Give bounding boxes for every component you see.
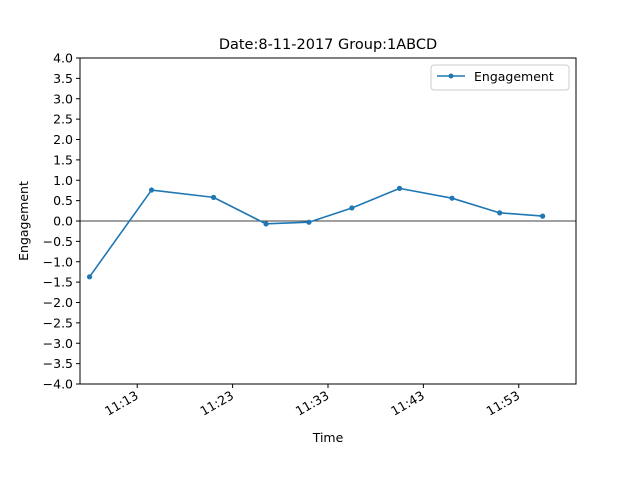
data-point: [497, 210, 503, 216]
y-tick-label: 3.5: [53, 71, 73, 86]
y-tick-label: 1.5: [53, 152, 73, 167]
data-point: [396, 185, 403, 191]
y-axis-label: Engagement: [16, 181, 31, 261]
y-tick-label: 0.5: [53, 193, 73, 208]
y-tick-label: 2.5: [53, 112, 73, 127]
y-tick-label: −3.0: [43, 336, 73, 351]
chart-title: Date:8-11-2017 Group:1ABCD: [219, 37, 437, 53]
legend: Engagement: [430, 64, 570, 91]
y-tick-label: 4.0: [53, 51, 73, 66]
legend-marker: [448, 73, 454, 79]
y-tick-label: −3.5: [43, 356, 73, 371]
y-tick-label: −1.0: [43, 254, 73, 269]
y-tick-label: 3.0: [53, 91, 73, 106]
data-point: [148, 187, 155, 193]
data-point: [86, 274, 93, 280]
y-tick-label: 0.0: [53, 214, 73, 229]
y-tick-label: −2.0: [43, 295, 73, 310]
data-point: [210, 194, 217, 200]
plot-frame: [79, 57, 577, 385]
data-point: [306, 219, 312, 225]
data-point: [263, 221, 269, 227]
y-tick-label: −2.5: [43, 315, 73, 330]
y-tick-label: 1.0: [53, 173, 73, 188]
x-axis-label: Time: [312, 430, 344, 445]
data-point: [349, 205, 355, 211]
y-tick-label: −1.5: [43, 275, 73, 290]
legend-box: [430, 64, 570, 91]
y-tick-label: −0.5: [43, 234, 73, 249]
data-point: [449, 195, 455, 201]
legend-label: Engagement: [474, 69, 554, 84]
y-tick-label: 2.0: [53, 132, 73, 147]
data-point: [540, 213, 546, 219]
series-line: [88, 187, 543, 278]
y-tick-label: −4.0: [43, 377, 73, 392]
